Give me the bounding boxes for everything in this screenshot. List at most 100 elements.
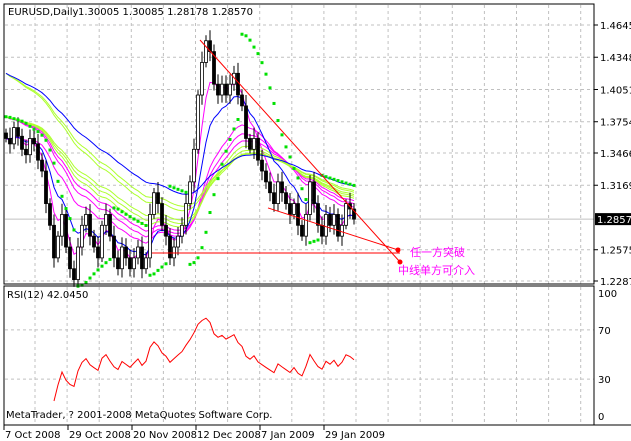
candle-bear bbox=[16, 127, 20, 137]
sar-dot bbox=[292, 167, 296, 171]
trendline-anchor[interactable] bbox=[395, 247, 401, 253]
candle-bear bbox=[280, 181, 284, 194]
sar-dot bbox=[184, 190, 188, 194]
candle-bear bbox=[124, 246, 128, 259]
sar-dot bbox=[116, 207, 120, 211]
rsi-polyline bbox=[53, 317, 355, 402]
sar-dot bbox=[232, 127, 236, 131]
candle-bull bbox=[172, 246, 176, 259]
sar-dot bbox=[204, 230, 208, 234]
rsi-tick-label: 30 bbox=[598, 375, 611, 386]
candle-bear bbox=[164, 224, 168, 237]
sar-dot bbox=[48, 148, 52, 152]
sar-dot bbox=[300, 187, 304, 191]
date-tick-label: 7 Jan 2009 bbox=[261, 430, 315, 441]
sar-dot bbox=[316, 238, 320, 242]
candle-bear bbox=[112, 235, 116, 259]
candle-bull bbox=[344, 203, 348, 226]
sar-dot bbox=[224, 149, 228, 153]
date-tick-label: 29 Oct 2008 bbox=[69, 430, 131, 441]
sar-dot bbox=[32, 127, 36, 131]
candle-bear bbox=[316, 203, 320, 226]
price-axis[interactable]: 1.46450 1.43480 1.40510 1.37540 1.34660 1.316… bbox=[594, 21, 631, 288]
moving-average-line bbox=[5, 72, 355, 195]
trendline-anchor[interactable] bbox=[397, 259, 403, 265]
candle-bear bbox=[328, 214, 332, 226]
candle-bear bbox=[40, 159, 44, 172]
candle-bear bbox=[36, 143, 40, 161]
candle-bear bbox=[108, 214, 112, 237]
moving-averages bbox=[5, 72, 355, 260]
rsi-tick-label: 0 bbox=[598, 412, 604, 423]
sar-dot bbox=[148, 273, 152, 277]
candle-bear bbox=[300, 224, 304, 237]
sar-dot bbox=[168, 184, 172, 188]
sar-dot bbox=[64, 207, 68, 211]
sar-dot bbox=[140, 221, 144, 225]
sar-dot bbox=[260, 61, 264, 65]
candle-bull bbox=[152, 192, 156, 215]
candle-bull bbox=[180, 224, 184, 237]
current-price-badge bbox=[595, 213, 631, 226]
candle-bull bbox=[204, 40, 208, 63]
sar-dot bbox=[60, 194, 64, 198]
sar-dot bbox=[152, 272, 156, 276]
sar-dot bbox=[4, 115, 8, 119]
sar-dot bbox=[120, 210, 124, 214]
candle-bear bbox=[48, 203, 52, 226]
candle-bear bbox=[288, 203, 292, 215]
trendline[interactable] bbox=[267, 207, 399, 251]
candle-bear bbox=[212, 51, 216, 85]
candle-bull bbox=[228, 83, 232, 96]
candle-bull bbox=[188, 181, 192, 204]
candle-bear bbox=[52, 224, 56, 259]
candle-bear bbox=[32, 138, 36, 145]
annotation-entry: 中线单方可介入 bbox=[398, 263, 475, 277]
candle-bull bbox=[176, 235, 180, 248]
parabolic-sar bbox=[4, 32, 356, 288]
price-tick-label: 1.22870 bbox=[600, 277, 631, 288]
candle-bull bbox=[60, 214, 64, 237]
candle-bear bbox=[284, 192, 288, 204]
symbol-title: EURUSD,Daily bbox=[8, 7, 79, 18]
sar-dot bbox=[336, 179, 340, 183]
sar-dot bbox=[296, 176, 300, 180]
moving-average-line bbox=[5, 116, 355, 238]
rsi-title: RSI(12) 42.0450 bbox=[7, 290, 88, 301]
sar-dot bbox=[36, 130, 40, 134]
date-tick-label: 12 Dec 2008 bbox=[197, 430, 261, 441]
rsi-axis: 100 70 30 0 bbox=[598, 289, 617, 423]
time-axis[interactable]: 7 Oct 2008 29 Oct 2008 20 Nov 2008 12 Dec 2… bbox=[3, 425, 385, 441]
candle-bear bbox=[312, 181, 316, 204]
candle-bear bbox=[128, 257, 132, 270]
candle-bear bbox=[64, 214, 68, 248]
sar-dot bbox=[136, 219, 140, 223]
sar-dot bbox=[352, 183, 356, 187]
candle-bear bbox=[244, 105, 248, 139]
sar-dot bbox=[304, 198, 308, 202]
sar-dot bbox=[72, 228, 76, 232]
price-tick-label: 1.34660 bbox=[600, 149, 631, 160]
sar-dot bbox=[348, 182, 352, 186]
candle-bull bbox=[80, 224, 84, 248]
candle-bear bbox=[272, 192, 276, 204]
trendline[interactable] bbox=[199, 39, 401, 263]
price-tick-label: 1.31690 bbox=[600, 181, 631, 192]
sar-dot bbox=[68, 217, 72, 221]
candle-bear bbox=[336, 214, 340, 237]
annotation-breakout: 任一方突破 bbox=[410, 245, 465, 259]
sar-dot bbox=[164, 262, 168, 266]
candle-bear bbox=[264, 170, 268, 183]
candle-bear bbox=[44, 170, 48, 204]
sar-dot bbox=[124, 212, 128, 216]
candle-bear bbox=[268, 181, 272, 194]
candle-bear bbox=[168, 235, 172, 259]
sar-dot bbox=[344, 181, 348, 185]
candle-bear bbox=[320, 224, 324, 237]
moving-average-line bbox=[5, 116, 355, 225]
candle-bear bbox=[68, 246, 72, 270]
sar-dot bbox=[340, 180, 344, 184]
sar-dot bbox=[272, 101, 276, 105]
sar-dot bbox=[84, 281, 88, 285]
